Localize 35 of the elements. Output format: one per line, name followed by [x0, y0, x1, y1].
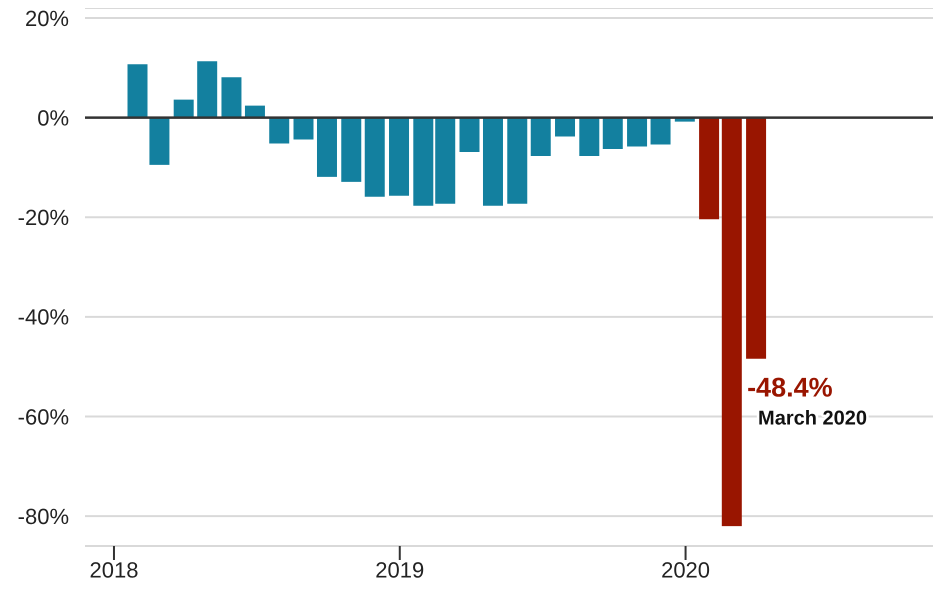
bar [459, 118, 480, 152]
bar [722, 118, 742, 526]
bar [341, 118, 362, 182]
y-tick-label: -80% [18, 504, 69, 529]
bar [221, 77, 242, 118]
bar [269, 118, 290, 144]
x-tick-label: 2020 [661, 558, 710, 583]
bar [555, 118, 576, 137]
bar [149, 118, 170, 165]
bar [579, 118, 600, 156]
bar [650, 118, 671, 144]
bar [197, 61, 218, 118]
bar [482, 118, 503, 206]
x-tick-label: 2018 [89, 558, 138, 583]
bar [602, 118, 623, 149]
bar [530, 118, 551, 156]
bar [507, 118, 528, 204]
bar [627, 118, 648, 146]
bar [244, 106, 265, 118]
bar [699, 118, 720, 220]
bar [364, 118, 385, 197]
bar [316, 118, 337, 177]
data-label: -48.4% [747, 372, 833, 403]
bar [128, 64, 148, 118]
y-tick-label: -20% [18, 205, 69, 230]
y-tick-label: 0% [37, 105, 69, 130]
bar [294, 118, 314, 140]
annotation: March 2020 [758, 408, 868, 430]
y-tick-label: -40% [18, 304, 69, 330]
x-tick-label: 2019 [375, 558, 424, 583]
bar [389, 118, 410, 196]
y-tick-label: 20% [24, 6, 69, 31]
y-tick-label: -60% [18, 404, 69, 430]
bar [174, 100, 194, 118]
bar [746, 118, 766, 359]
